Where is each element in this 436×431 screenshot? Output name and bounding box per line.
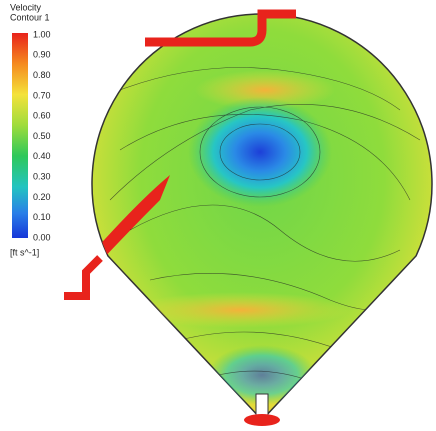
color-bar [12, 33, 28, 238]
legend-unit: [ft s^-1] [10, 247, 39, 257]
legend-tick-label: 0.80 [33, 70, 51, 80]
legend-tick-label: 0.40 [33, 151, 51, 161]
legend-tick-label: 0.60 [33, 111, 51, 121]
legend-tick-label: 0.10 [33, 212, 51, 222]
legend: Velocity Contour 1 [ft s^-1] 1.00 0.90 0.8… [10, 2, 51, 257]
legend-title: Velocity [10, 2, 42, 12]
legend-subtitle: Contour 1 [10, 12, 50, 22]
legend-tick-label: 0.30 [33, 171, 51, 181]
contour-plot [64, 9, 433, 426]
legend-tick-label: 0.90 [33, 50, 51, 60]
legend-tick-label: 0.50 [33, 131, 51, 141]
legend-tick-label: 0.20 [33, 192, 51, 202]
legend-tick-label: 1.00 [33, 29, 51, 39]
legend-tick-label: 0.00 [33, 232, 51, 242]
legend-tick-label: 0.70 [33, 90, 51, 100]
